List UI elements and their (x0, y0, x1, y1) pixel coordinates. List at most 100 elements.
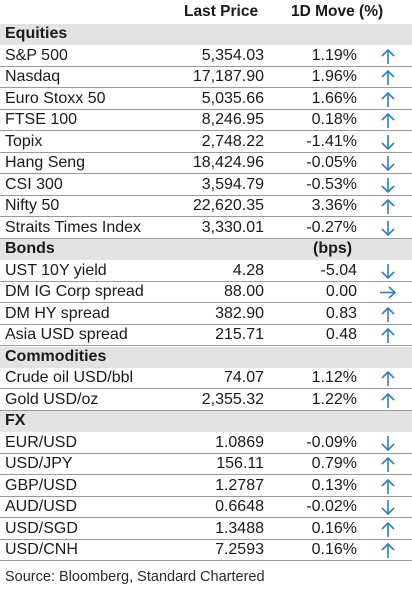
arrow-down-icon (377, 499, 399, 516)
table-row: Hang Seng 18,424.96 -0.05% (0, 153, 412, 174)
instrument-name: Nifty 50 (5, 197, 60, 214)
arrow-up-icon (377, 521, 399, 538)
arrow-up-icon (377, 327, 399, 344)
section-title: Commodities (5, 347, 107, 365)
last-price: 74.07 (223, 369, 264, 386)
table-row: EUR/USD 1.0869 -0.09% (0, 433, 412, 454)
last-price: 215.71 (215, 326, 264, 343)
arrow-down-icon (377, 177, 399, 194)
table-row: Asia USD spread 215.71 0.48 (0, 325, 412, 346)
last-price: 3,330.01 (201, 218, 264, 236)
one-day-move: 0.16% (311, 541, 357, 558)
one-day-move: 1.66% (311, 89, 357, 107)
table-row: USD/JPY 156.11 0.79% (0, 454, 412, 475)
instrument-name: Euro Stoxx 50 (5, 89, 106, 107)
arrow-up-icon (377, 456, 399, 473)
table-row: UST 10Y yield 4.28 -5.04 (0, 261, 412, 282)
one-day-move: -5.04 (320, 261, 357, 279)
table-row: GBP/USD 1.2787 0.13% (0, 476, 412, 497)
arrow-up-icon (377, 392, 399, 409)
table-row: USD/SGD 1.3488 0.16% (0, 519, 412, 540)
arrow-up-icon (377, 478, 399, 495)
one-day-move: 0.18% (311, 111, 357, 128)
table-row: Nifty 50 22,620.35 3.36% (0, 196, 412, 217)
arrow-down-icon (377, 220, 399, 237)
instrument-name: DM IG Corp spread (5, 283, 144, 300)
instrument-name: USD/SGD (5, 519, 78, 537)
instrument-name: DM HY spread (5, 304, 110, 322)
instrument-name: Crude oil USD/bbl (5, 369, 134, 386)
arrow-down-icon (377, 435, 399, 452)
one-day-move: -0.05% (306, 154, 357, 171)
table-row: DM HY spread 382.90 0.83 (0, 304, 412, 325)
arrow-up-icon (377, 112, 399, 129)
arrow-up-icon (377, 306, 399, 323)
instrument-name: FTSE 100 (5, 111, 78, 128)
table-row: CSI 300 3,594.79 -0.53% (0, 175, 412, 196)
last-price: 7.2593 (215, 541, 264, 558)
instrument-name: USD/CNH (5, 541, 78, 558)
instrument-name: Nasdaq (5, 68, 61, 85)
one-day-move: -0.02% (306, 498, 357, 515)
section-header: FX (0, 411, 412, 432)
instrument-name: CSI 300 (5, 175, 63, 193)
arrow-down-icon (377, 134, 399, 151)
last-price: 1.3488 (215, 519, 264, 537)
section-header: Equities (0, 24, 412, 45)
arrow-up-icon (377, 542, 399, 559)
table-row: Nasdaq 17,187.90 1.96% (0, 67, 412, 88)
one-day-move: 0.79% (311, 455, 357, 472)
last-price: 88.00 (223, 283, 264, 300)
last-price: 156.11 (216, 455, 264, 472)
last-price: 0.6648 (215, 498, 264, 515)
one-day-move: 1.96% (311, 68, 357, 85)
arrow-down-icon (377, 155, 399, 172)
table-row: Crude oil USD/bbl 74.07 1.12% (0, 368, 412, 389)
last-price: 5,035.66 (201, 89, 264, 107)
arrow-down-icon (377, 263, 399, 280)
one-day-move: 0.83 (325, 304, 357, 322)
instrument-name: EUR/USD (5, 433, 78, 451)
arrow-up-icon (377, 198, 399, 215)
one-day-move: 0.13% (311, 476, 357, 494)
one-day-move: 1.19% (311, 46, 357, 64)
table-row: DM IG Corp spread 88.00 0.00 (0, 282, 412, 303)
one-day-move: 3.36% (311, 197, 357, 214)
table-row: FTSE 100 8,246.95 0.18% (0, 110, 412, 131)
last-price: 17,187.90 (192, 68, 264, 85)
one-day-move: 0.00 (325, 283, 357, 300)
last-price: 5,354.03 (201, 46, 264, 64)
table-row: Gold USD/oz 2,355.32 1.22% (0, 390, 412, 411)
section-header: Bonds (bps) (0, 239, 412, 260)
last-price: 18,424.96 (192, 154, 264, 171)
table-row: Euro Stoxx 50 5,035.66 1.66% (0, 89, 412, 110)
section-title: FX (5, 412, 26, 429)
one-day-move: 1.12% (311, 369, 357, 386)
instrument-name: Topix (5, 132, 43, 150)
table-row: Straits Times Index 3,330.01 -0.27% (0, 218, 412, 239)
header-1d-move: 1D Move (%) (291, 3, 384, 20)
table-row: S&P 500 5,354.03 1.19% (0, 46, 412, 67)
one-day-move: -1.41% (306, 132, 357, 150)
instrument-name: UST 10Y yield (5, 261, 107, 279)
last-price: 3,594.79 (201, 175, 264, 193)
table-row: Topix 2,748.22 -1.41% (0, 132, 412, 153)
last-price: 382.90 (215, 304, 264, 322)
one-day-move: 0.48 (325, 326, 357, 343)
last-price: 1.2787 (215, 476, 264, 494)
one-day-move: 0.16% (311, 519, 357, 537)
instrument-name: AUD/USD (5, 498, 78, 515)
last-price: 1.0869 (215, 433, 264, 451)
one-day-move: -0.27% (306, 218, 357, 236)
table-row: AUD/USD 0.6648 -0.02% (0, 497, 412, 518)
last-price: 4.28 (232, 261, 264, 279)
instrument-name: S&P 500 (5, 46, 68, 64)
section-title: Bonds (5, 240, 55, 257)
section-header: Commodities (0, 346, 412, 368)
instrument-name: GBP/USD (5, 476, 78, 494)
arrow-up-icon (377, 91, 399, 108)
last-price: 22,620.35 (192, 197, 264, 214)
arrow-up-icon (377, 69, 399, 86)
arrow-up-icon (377, 48, 399, 65)
